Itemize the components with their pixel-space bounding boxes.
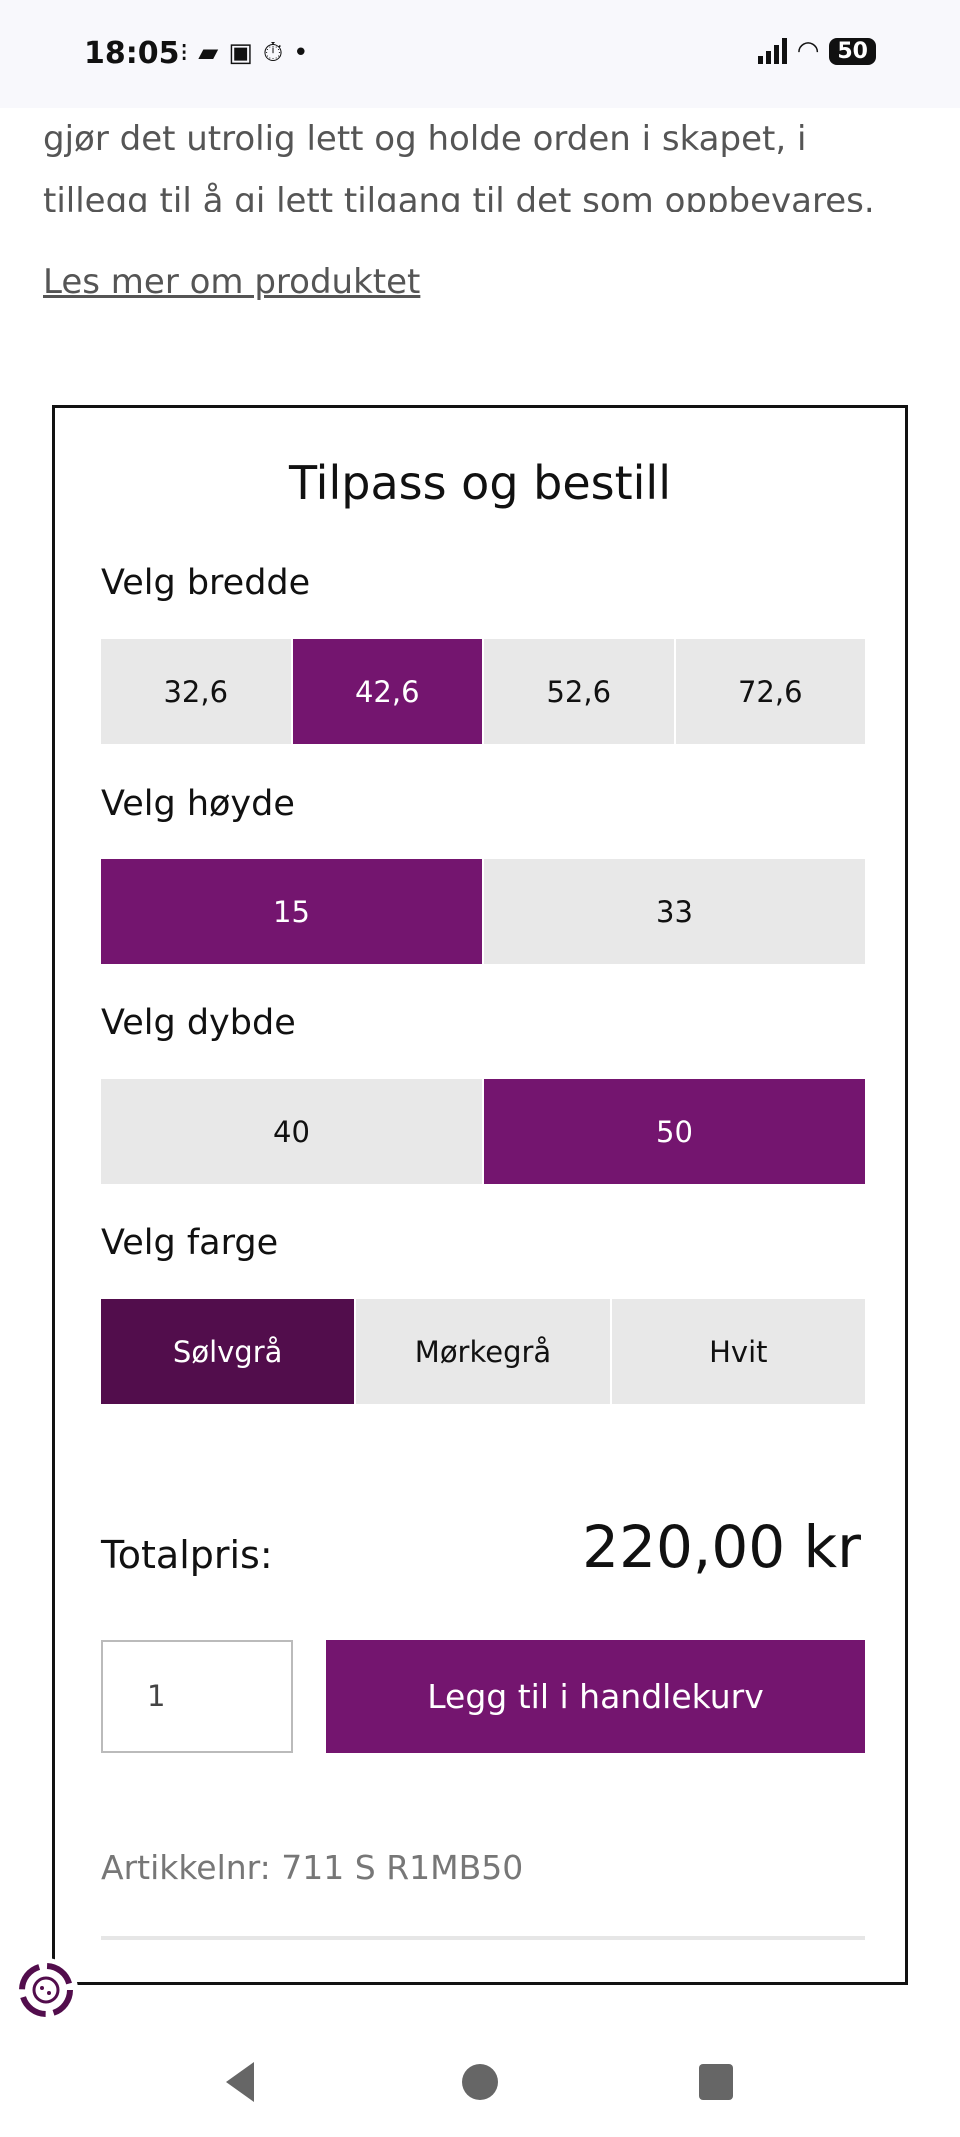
depth-options: 40 50: [101, 1079, 865, 1184]
status-bar: 18:05 ⁝▰▣⏱• ◠ 50: [0, 0, 960, 108]
depth-option[interactable]: 40: [101, 1079, 482, 1184]
configurator-panel: Tilpass og bestill Velg bredde 32,6 42,6…: [52, 405, 908, 1985]
panel-title: Tilpass og bestill: [289, 456, 671, 510]
quantity-input[interactable]: 1: [101, 1640, 293, 1753]
color-options: Sølvgrå Mørkegrå Hvit: [101, 1299, 865, 1404]
cookie-settings-icon[interactable]: [14, 1958, 78, 2022]
back-icon[interactable]: [222, 2060, 262, 2104]
color-option[interactable]: Mørkegrå: [356, 1299, 610, 1404]
color-label: Velg farge: [101, 1223, 279, 1263]
article-number: Artikkelnr: 711 S R1MB50: [101, 1848, 524, 1887]
width-option-selected[interactable]: 42,6: [292, 639, 482, 744]
height-options: 15 33: [101, 859, 865, 964]
description-line: gjør det utrolig lett og holde orden i s…: [43, 119, 807, 159]
height-option-selected[interactable]: 15: [101, 859, 482, 964]
recents-icon[interactable]: [697, 2060, 737, 2104]
system-icons: ◠ 50: [757, 36, 876, 66]
status-time: 18:05: [84, 36, 180, 71]
height-option[interactable]: 33: [484, 859, 865, 964]
color-option-selected[interactable]: Sølvgrå: [101, 1299, 355, 1404]
home-icon[interactable]: [460, 2060, 500, 2104]
total-price: 220,00 kr: [582, 1513, 861, 1581]
add-to-cart-button[interactable]: Legg til i handlekurv: [326, 1640, 865, 1753]
color-option[interactable]: Hvit: [611, 1299, 865, 1404]
product-description: gjør det utrolig lett og holde orden i s…: [43, 108, 923, 212]
total-label: Totalpris:: [101, 1533, 273, 1577]
signal-icon: [757, 38, 787, 64]
divider: [101, 1936, 865, 1940]
width-label: Velg bredde: [101, 563, 311, 603]
height-label: Velg høyde: [101, 784, 295, 824]
depth-option-selected[interactable]: 50: [484, 1079, 865, 1184]
width-options: 32,6 42,6 52,6 72,6: [101, 639, 865, 744]
description-line: tillegg til å gi lett tilgang til det so…: [43, 181, 875, 212]
width-option[interactable]: 52,6: [484, 639, 674, 744]
depth-label: Velg dybde: [101, 1003, 296, 1043]
battery-icon: 50: [829, 37, 876, 65]
read-more-link[interactable]: Les mer om produktet: [43, 262, 421, 302]
width-option[interactable]: 32,6: [101, 639, 291, 744]
wifi-icon: ◠: [796, 36, 820, 66]
notification-icons: ⁝▰▣⏱•: [180, 38, 319, 68]
width-option[interactable]: 72,6: [675, 639, 865, 744]
